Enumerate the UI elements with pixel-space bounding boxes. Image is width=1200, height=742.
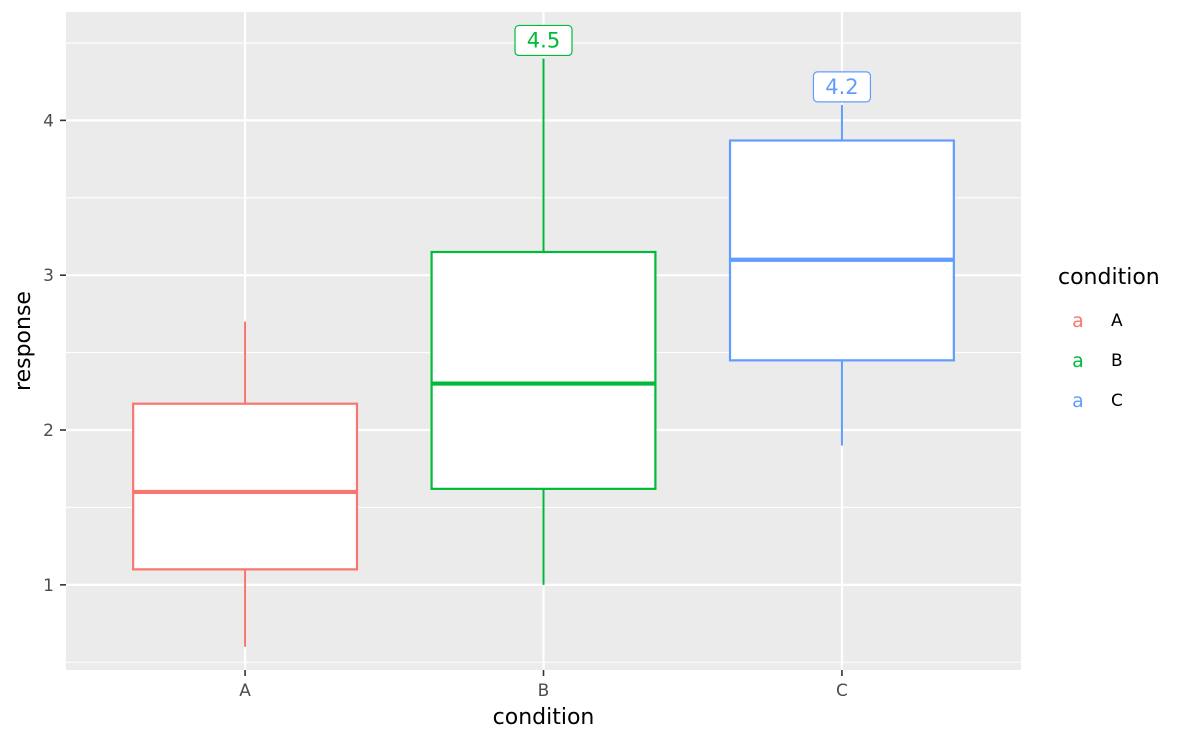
legend-label-B: B xyxy=(1111,351,1123,371)
legend: condition a Aa Ba C xyxy=(1058,265,1160,412)
x-tick-label: A xyxy=(239,681,251,701)
box-A xyxy=(132,321,359,647)
box-body xyxy=(430,250,657,490)
max-label: 4.2 xyxy=(825,75,858,99)
y-axis-title: response xyxy=(11,291,36,391)
legend-label-C: C xyxy=(1111,391,1123,411)
max-label-box xyxy=(514,24,573,57)
legend-label-A: A xyxy=(1111,311,1123,331)
y-tick-label: 1 xyxy=(43,576,54,596)
x-axis-title: condition xyxy=(493,705,595,730)
legend-title: condition xyxy=(1058,265,1160,290)
y-tick-label: 2 xyxy=(43,421,54,441)
axis-layer: 1 2 3 4 A B C xyxy=(43,111,848,701)
max-label: 4.5 xyxy=(527,28,560,52)
box-layer: 4.5 4.2 xyxy=(132,24,955,647)
legend-key-B: a xyxy=(1072,350,1084,372)
x-tick-label: C xyxy=(836,681,848,701)
box-B: 4.5 xyxy=(430,24,657,585)
y-tick-label: 4 xyxy=(43,111,54,131)
box-body xyxy=(132,402,359,571)
x-tick-label: B xyxy=(538,681,550,701)
box-body xyxy=(728,139,955,362)
legend-key-A: a xyxy=(1072,310,1084,332)
max-label-box xyxy=(812,71,872,103)
legend-key-C: a xyxy=(1072,390,1084,412)
y-tick-label: 3 xyxy=(43,266,54,286)
box-C: 4.2 xyxy=(728,71,955,446)
